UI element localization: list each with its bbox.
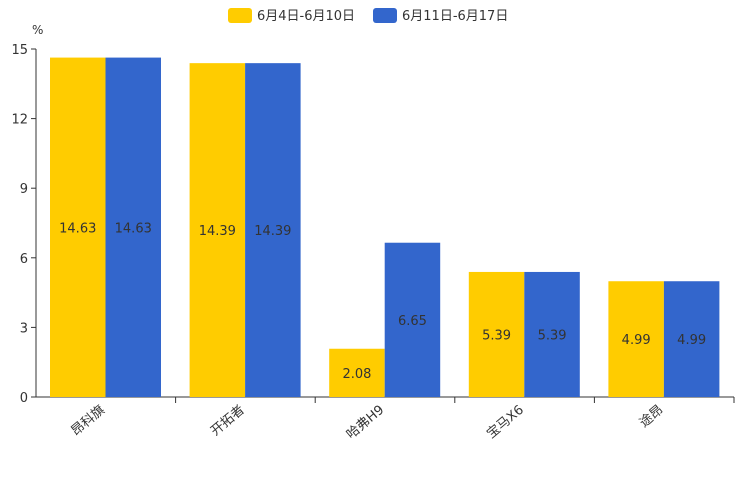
y-ticks: 0 3 6 9 12 15 — [11, 43, 36, 406]
legend-label-series-1: 6月4日-6月10日 — [257, 9, 355, 24]
bar-1[interactable] — [50, 57, 106, 398]
bar-2[interactable] — [245, 63, 301, 397]
bar-1[interactable] — [329, 348, 385, 397]
y-tick-label: 12 — [11, 113, 28, 128]
x-category-label: 昂科旗 — [68, 402, 108, 439]
bar-2[interactable] — [384, 242, 441, 397]
bar-value-label: 14.39 — [254, 224, 291, 239]
legend-label-series-2: 6月11日-6月17日 — [402, 9, 508, 24]
bar-2[interactable] — [105, 57, 162, 398]
y-tick-label: 9 — [20, 182, 28, 197]
x-category-label: 途昂 — [636, 402, 666, 431]
legend-swatch-series-2 — [373, 8, 397, 23]
legend-item-series-1[interactable]: 6月4日-6月10日 — [228, 8, 355, 24]
bar-value-label: 14.63 — [115, 221, 152, 236]
bar-2[interactable] — [663, 281, 720, 397]
bar-1[interactable] — [608, 281, 664, 397]
y-tick-label: 6 — [20, 252, 28, 267]
bar-value-label: 4.99 — [622, 333, 651, 348]
legend-item-series-2[interactable]: 6月11日-6月17日 — [373, 8, 508, 24]
bar-1[interactable] — [189, 63, 246, 397]
bar-value-label: 6.65 — [398, 314, 427, 329]
bar-value-label: 14.63 — [59, 221, 96, 236]
bar-2[interactable] — [524, 271, 580, 397]
y-tick-label: 0 — [20, 391, 28, 406]
bar-value-label: 14.39 — [199, 224, 236, 239]
y-tick-label: 15 — [11, 43, 28, 58]
bar-value-label: 5.39 — [538, 328, 567, 343]
y-tick-label: 3 — [20, 321, 28, 336]
x-category-label: 开拓者 — [208, 403, 248, 440]
y-axis-unit-label: % — [32, 23, 43, 37]
bars: 14.63 14.63 14.39 14.39 2.08 6.65 5.39 5.39 4.99… — [50, 57, 720, 398]
legend-swatch-series-1 — [228, 8, 252, 23]
x-category-label: 哈弗H9 — [344, 403, 387, 443]
x-ticks: 昂科旗 开拓者 哈弗H9 宝马X6 途昂 — [68, 397, 735, 443]
x-category-label: 宝马X6 — [484, 403, 527, 442]
bar-value-label: 2.08 — [342, 367, 371, 382]
bar-1[interactable] — [468, 271, 525, 397]
legend: 6月4日-6月10日 6月11日-6月17日 — [228, 8, 508, 24]
bar-value-label: 5.39 — [482, 328, 511, 343]
bar-value-label: 4.99 — [677, 333, 706, 348]
